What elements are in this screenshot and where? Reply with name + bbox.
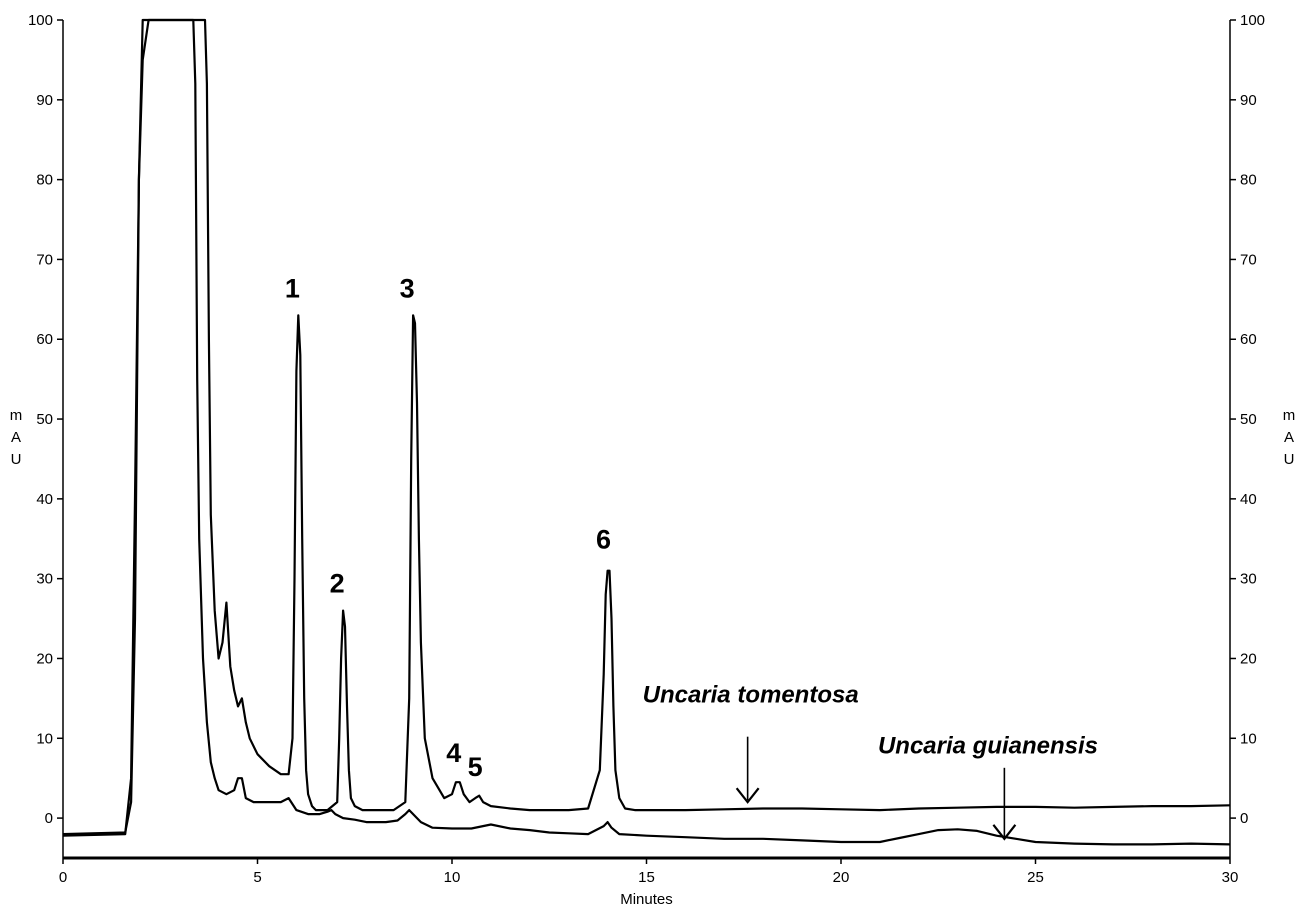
peak-label-6: 6: [596, 525, 611, 555]
series-line-tomentosa: [62, 18, 1231, 836]
series-traces: [62, 18, 1231, 846]
peak-label-5: 5: [468, 752, 483, 782]
chart-annotations: 1 2 3 4 5 6 Uncaria tomentosa Uncaria guianensi…: [285, 273, 1098, 841]
x-tick-label: 15: [638, 869, 655, 886]
arrow-head-guianensis: [992, 824, 1017, 841]
y-right-tick-label: 90: [1240, 92, 1257, 109]
x-tick-label: 5: [253, 869, 261, 886]
y-left-tick-label: 20: [36, 650, 53, 667]
peak-label-2: 2: [330, 569, 345, 599]
sample-label-guianensis: Uncaria guianensis: [878, 732, 1098, 759]
peak-label-4: 4: [446, 738, 461, 768]
y-right-tick-label: 30: [1240, 571, 1257, 588]
y-left-tick-label: 100: [28, 12, 53, 29]
y-left-tick-label: 40: [36, 491, 53, 508]
y-axis-right-ticks: 0 10 20 30 40 50 60 70 80 90 100: [1230, 12, 1265, 827]
y-right-tick-label: 40: [1240, 491, 1257, 508]
y-right-tick-label: 20: [1240, 650, 1257, 667]
y-right-tick-label: 80: [1240, 172, 1257, 189]
axis-titles: Minutes m A U m A U: [10, 407, 1296, 906]
y-axis-left-ticks: 0 10 20 30 40 50 60 70 80 90 100: [28, 12, 63, 827]
y-left-tick-label: 50: [36, 411, 53, 428]
y-right-tick-label: 10: [1240, 730, 1257, 747]
y-left-tick-label: 30: [36, 571, 53, 588]
series-line-guianensis: [62, 18, 1231, 846]
y-left-tick-label: 90: [36, 92, 53, 109]
x-tick-label: 0: [59, 869, 67, 886]
x-tick-label: 10: [444, 869, 461, 886]
y-left-tick-label: 60: [36, 331, 53, 348]
peak-label-1: 1: [285, 273, 300, 303]
y-left-tick-label: 70: [36, 251, 53, 268]
x-tick-label: 20: [833, 869, 850, 886]
y-right-tick-label: 0: [1240, 810, 1248, 827]
x-axis-title: Minutes: [620, 891, 673, 906]
y-left-tick-label: 0: [45, 810, 53, 827]
x-tick-label: 25: [1027, 869, 1044, 886]
peak-label-3: 3: [400, 273, 415, 303]
y-right-tick-label: 60: [1240, 331, 1257, 348]
y-right-tick-label: 70: [1240, 251, 1257, 268]
y-right-tick-label: 50: [1240, 411, 1257, 428]
y-left-tick-label: 10: [36, 730, 53, 747]
arrow-head-tomentosa: [735, 787, 760, 804]
x-tick-label: 30: [1222, 869, 1239, 886]
y-left-tick-label: 80: [36, 172, 53, 189]
x-axis-ticks: 0 5 10 15 20 25 30: [59, 858, 1239, 886]
y-right-tick-label: 100: [1240, 12, 1265, 29]
sample-label-tomentosa: Uncaria tomentosa: [643, 681, 859, 708]
